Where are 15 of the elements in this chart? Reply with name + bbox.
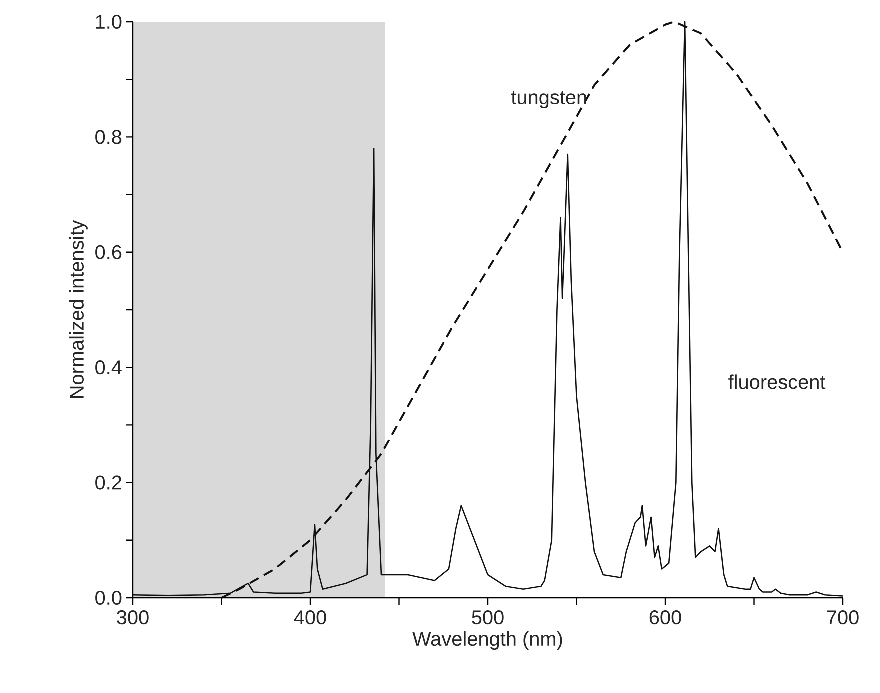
- y-tick-label: 0.0: [96, 590, 122, 606]
- y-tick-label: 0.6: [96, 245, 122, 260]
- y-tick-label: 1.0: [96, 14, 122, 30]
- y-tick-label: 0.2: [96, 476, 122, 490]
- x-tick-label: 400: [294, 610, 326, 625]
- y-axis-title: Normalized intensity: [69, 220, 88, 398]
- x-tick-label: 500: [472, 610, 504, 625]
- x-tick-label: 300: [117, 610, 149, 625]
- x-axis-title: Wavelength (nm): [412, 631, 562, 650]
- y-tick-label: 0.8: [96, 130, 122, 144]
- x-tick-label: 700: [827, 610, 859, 625]
- x-tick-label: 600: [650, 610, 682, 625]
- series-label: tungsten: [511, 91, 586, 109]
- series-label: fluorescent: [728, 374, 826, 390]
- y-tick-label: 0.4: [96, 360, 122, 375]
